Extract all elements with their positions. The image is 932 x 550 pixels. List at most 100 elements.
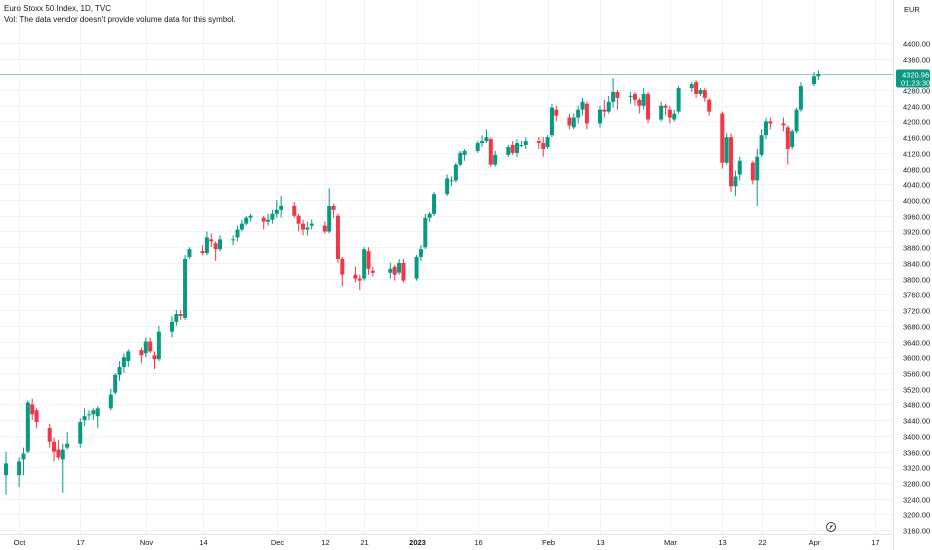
time-tick-label: 12 [321,538,329,547]
candle-body [388,268,393,273]
candle [296,213,301,232]
candle [231,235,236,246]
candle-body [750,162,755,181]
candle-body [445,178,450,195]
candle-body [274,209,279,214]
candle [178,310,183,320]
candle-body [484,137,489,142]
candle-body [139,350,144,356]
candle [672,109,677,122]
candle-body [462,150,467,155]
candle-body [812,76,817,85]
candle-body [449,180,454,182]
candle [689,82,694,92]
candle-body [536,141,541,144]
candle [750,160,755,185]
candle [615,90,620,110]
candle [143,337,148,358]
candle [52,437,57,462]
candle [453,162,458,183]
candle-body [519,145,524,147]
candle [571,113,576,130]
candle-body [152,355,157,360]
candle-body [200,251,205,254]
candle-body [231,239,236,241]
time-tick-label: 14 [199,538,207,547]
candle-body [541,143,546,149]
candle-body [261,217,266,222]
candle [798,82,803,112]
candle-body [515,143,520,153]
candle-body [117,367,122,375]
price-tick-label: 3560.00 [903,370,930,379]
candle [301,219,305,236]
price-tick-label: 3640.00 [903,339,930,348]
candle [152,351,157,370]
candle-body [554,109,559,116]
candle-body [598,109,602,124]
time-axis[interactable]: Oct 17 Nov 14 Dec 12 21 2023 16 Feb 13 Mar 13 22 Apr 17 [14,538,880,547]
candle [331,203,336,218]
candle [82,408,87,427]
price-tick-label: 3320.00 [903,464,930,473]
candle [602,99,607,118]
price-tick-label: 3160.00 [903,527,930,536]
candle [86,410,91,421]
candle-body [781,123,786,126]
candle-body [248,215,253,218]
candle [567,113,572,130]
price-tick-label: 4160.00 [903,134,930,143]
candle-body [545,137,550,147]
price-tick-label: 3720.00 [903,307,930,316]
candle-body [340,258,345,275]
candle [117,361,122,381]
candle-body [510,145,515,153]
candle-body [615,91,620,98]
time-tick-label: 21 [360,538,368,547]
candle [357,274,362,291]
candle-body [816,73,821,77]
candle-body [213,243,218,250]
candle [462,148,467,161]
time-tick-label: 22 [758,538,766,547]
candle-body [798,86,803,110]
candle [724,133,729,165]
candle-body [628,95,633,97]
candle [510,141,515,155]
candle [270,209,275,224]
candle-body [266,219,271,222]
candle [340,257,345,287]
price-tick-label: 3880.00 [903,244,930,253]
candle-body [183,258,188,318]
candle [676,86,681,114]
candle-body [475,143,480,151]
candle [4,451,8,495]
candle [113,372,118,395]
candle-body [606,101,611,112]
candle-body [602,109,607,112]
candle-body [327,205,332,232]
candle [733,170,738,197]
volume-note: Vol: The data vendor doesn't provide vol… [4,15,236,24]
time-tick-label: Feb [542,538,555,547]
price-tick-label: 4000.00 [903,197,930,206]
candle [65,431,70,450]
candle [322,221,327,234]
candle-body [768,121,773,124]
price-tick-label: 3200.00 [903,511,930,520]
candle [763,117,768,140]
candle-body [733,176,738,187]
price-axis[interactable]: 4400.004360.004320.004280.004240.004200.… [903,40,930,536]
candle [78,418,83,448]
candle [126,349,131,368]
candle [47,424,52,448]
candle [506,145,511,157]
grid [0,0,892,534]
time-tick-label: Mar [664,538,677,547]
tradingview-logo-icon[interactable] [826,522,836,532]
price-tick-label: 3840.00 [903,260,930,269]
candle-body [353,274,358,279]
candle [148,337,153,354]
candle-body [148,341,153,352]
